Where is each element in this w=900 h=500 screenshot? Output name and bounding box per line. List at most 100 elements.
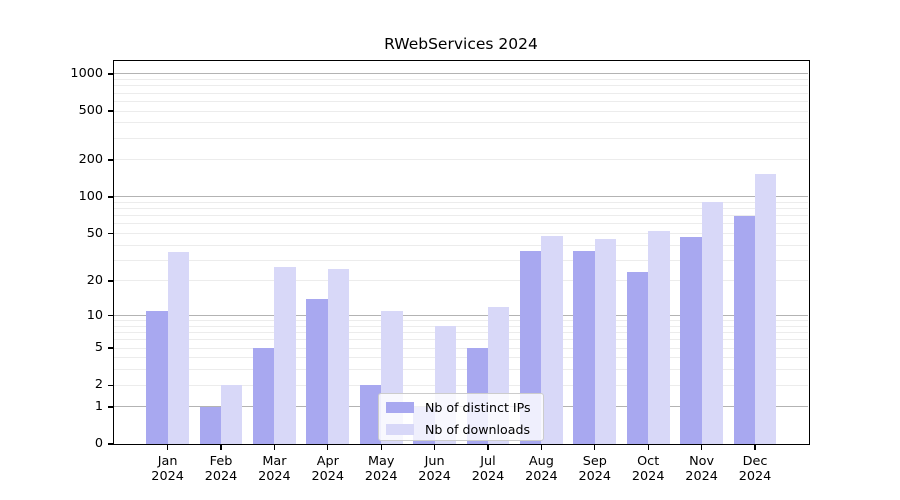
minor-gridline xyxy=(114,259,808,261)
bar-downloads-sep xyxy=(594,238,617,444)
y-tick-label: 1000 xyxy=(70,66,103,82)
x-tick-label: Jul 2024 xyxy=(471,454,505,484)
minor-gridline xyxy=(114,357,808,359)
y-tick-mark xyxy=(108,314,113,317)
y-tick-mark xyxy=(108,280,113,282)
minor-gridline xyxy=(114,159,808,161)
minor-gridline xyxy=(114,223,808,225)
bar-downloads-oct xyxy=(648,231,670,444)
y-tick-mark xyxy=(108,443,113,445)
minor-gridline xyxy=(114,122,808,124)
x-tick-label: Mar 2024 xyxy=(258,454,291,484)
bar-distinct-ips-dec xyxy=(733,215,755,444)
bar-downloads-nov xyxy=(701,202,723,444)
x-tick-label: May 2024 xyxy=(364,454,398,484)
legend: Nb of distinct IPs Nb of downloads xyxy=(378,393,544,441)
x-tick-mark xyxy=(701,445,703,450)
y-tick-label: 100 xyxy=(78,189,103,204)
x-tick-label: Jun 2024 xyxy=(418,454,451,484)
bar-distinct-ips-sep xyxy=(573,250,595,444)
y-tick-mark xyxy=(108,110,113,112)
y-tick-mark xyxy=(108,159,113,161)
x-tick-mark xyxy=(540,445,543,450)
bar-distinct-ips-may xyxy=(359,385,382,444)
legend-item-downloads: Nb of downloads xyxy=(379,420,543,439)
x-tick-mark xyxy=(327,445,329,450)
bar-downloads-feb xyxy=(221,385,243,444)
legend-label-downloads: Nb of downloads xyxy=(425,422,531,437)
bar-downloads-dec xyxy=(755,174,777,444)
minor-gridline xyxy=(114,232,808,234)
x-tick-label: Jan 2024 xyxy=(151,454,184,484)
x-tick-mark xyxy=(380,445,382,450)
bar-distinct-ips-nov xyxy=(680,236,702,444)
y-tick-mark xyxy=(108,406,113,408)
x-tick-mark xyxy=(167,445,169,450)
minor-gridline xyxy=(114,325,808,327)
y-tick-label: 2 xyxy=(94,377,103,393)
major-gridline xyxy=(114,196,808,198)
x-tick-label: Dec 2024 xyxy=(738,454,772,484)
minor-gridline xyxy=(114,85,808,87)
y-tick-label: 10 xyxy=(86,307,103,323)
x-tick-mark xyxy=(647,445,649,450)
bar-distinct-ips-jan xyxy=(146,310,168,444)
minor-gridline xyxy=(114,110,808,112)
bar-distinct-ips-mar xyxy=(253,348,275,444)
minor-gridline xyxy=(114,347,808,349)
y-tick-mark xyxy=(108,384,113,386)
minor-gridline xyxy=(114,208,808,210)
minor-gridline xyxy=(114,369,808,371)
minor-gridline xyxy=(114,79,808,81)
y-tick-mark xyxy=(108,73,113,75)
y-tick-label: 500 xyxy=(78,103,103,119)
axes-border xyxy=(113,60,810,445)
minor-gridline xyxy=(114,332,808,334)
minor-gridline xyxy=(114,201,808,203)
x-tick-mark xyxy=(434,445,436,450)
legend-swatch-downloads-icon xyxy=(386,424,414,435)
minor-gridline xyxy=(114,100,808,102)
y-tick-mark xyxy=(108,232,113,235)
x-tick-label: Apr 2024 xyxy=(311,454,345,484)
x-tick-mark xyxy=(594,445,596,450)
y-tick-label: 200 xyxy=(78,152,103,168)
bar-distinct-ips-oct xyxy=(626,271,649,444)
x-tick-label: Sep 2024 xyxy=(578,454,612,484)
x-tick-label: Aug 2024 xyxy=(525,454,558,484)
y-tick-label: 1 xyxy=(94,399,103,415)
y-tick-mark xyxy=(108,347,113,349)
minor-gridline xyxy=(114,280,808,282)
chart-title: RWebServices 2024 xyxy=(384,35,538,53)
bar-downloads-mar xyxy=(274,267,296,444)
x-tick-label: Oct 2024 xyxy=(631,454,665,484)
bar-downloads-jan xyxy=(167,252,189,444)
x-tick-mark xyxy=(754,445,756,450)
bar-distinct-ips-feb xyxy=(199,406,221,444)
legend-label-distinct-ips: Nb of distinct IPs xyxy=(425,400,531,415)
y-tick-label: 50 xyxy=(86,225,103,241)
bar-distinct-ips-apr xyxy=(306,298,328,444)
bar-downloads-aug xyxy=(541,235,563,444)
x-tick-mark xyxy=(273,445,276,450)
minor-gridline xyxy=(114,244,808,246)
legend-swatch-distinct-ips-icon xyxy=(386,402,414,413)
major-gridline xyxy=(114,315,808,317)
legend-item-distinct-ips: Nb of distinct IPs xyxy=(379,398,543,417)
x-tick-mark xyxy=(487,445,489,450)
minor-gridline xyxy=(114,137,808,139)
x-tick-label: Nov 2024 xyxy=(685,454,718,484)
y-tick-label: 20 xyxy=(86,273,103,289)
y-tick-label: 5 xyxy=(94,340,103,356)
x-tick-label: Feb 2024 xyxy=(204,454,238,484)
major-gridline xyxy=(114,73,808,75)
minor-gridline xyxy=(114,320,808,322)
minor-gridline xyxy=(114,384,808,386)
x-tick-mark xyxy=(220,445,222,450)
minor-gridline xyxy=(114,215,808,217)
minor-gridline xyxy=(114,92,808,94)
y-tick-label: 0 xyxy=(94,436,103,452)
minor-gridline xyxy=(114,339,808,341)
